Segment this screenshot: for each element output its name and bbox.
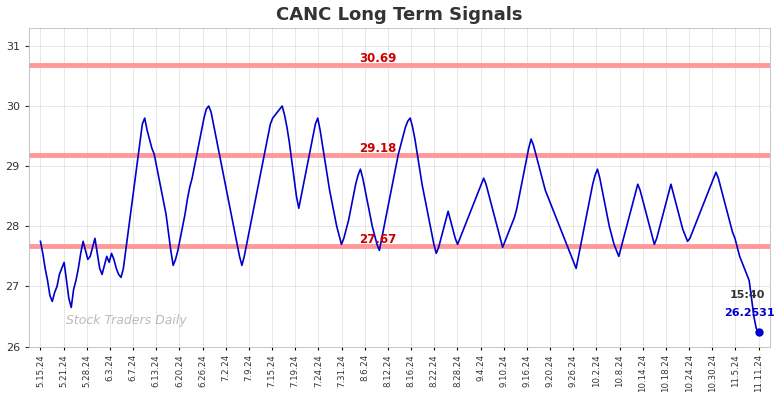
- Title: CANC Long Term Signals: CANC Long Term Signals: [276, 6, 523, 23]
- Text: 29.18: 29.18: [359, 142, 397, 155]
- Text: 30.69: 30.69: [359, 52, 397, 64]
- Text: Stock Traders Daily: Stock Traders Daily: [66, 314, 187, 328]
- Text: 27.67: 27.67: [359, 233, 397, 246]
- Text: 26.2531: 26.2531: [724, 308, 775, 318]
- Text: 15:40: 15:40: [729, 291, 764, 300]
